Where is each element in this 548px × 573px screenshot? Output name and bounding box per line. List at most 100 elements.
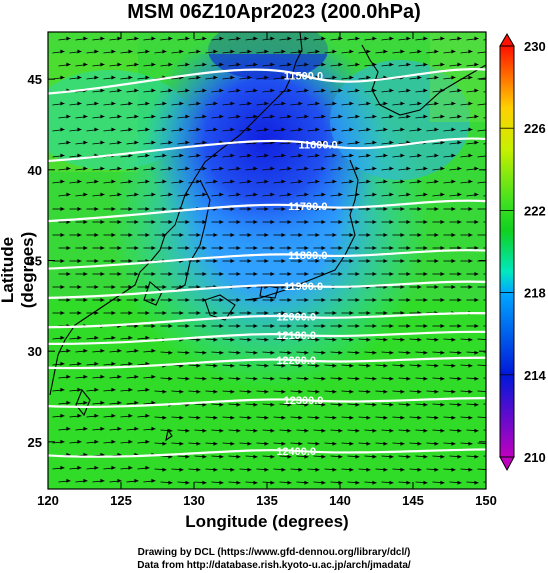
wind-arrow-head xyxy=(151,348,156,353)
wind-arrow-head xyxy=(213,101,218,106)
wind-arrow-head xyxy=(457,376,462,381)
wind-arrow-head xyxy=(383,207,388,211)
wind-arrow-head xyxy=(366,311,371,315)
wind-arrow-head xyxy=(117,426,122,431)
wind-arrow-head xyxy=(423,402,428,407)
wind-arrow-head xyxy=(77,127,82,132)
wind-arrow-head xyxy=(406,114,411,119)
wind-arrow-head xyxy=(168,36,173,41)
wind-arrow-head xyxy=(372,36,377,41)
wind-arrow-head xyxy=(100,298,105,302)
wind-arrow-head xyxy=(332,363,337,368)
wind-arrow-head xyxy=(117,192,122,197)
wind-arrow-head xyxy=(230,153,235,158)
wind-arrow-head xyxy=(94,285,99,289)
height-contours xyxy=(48,68,486,458)
wind-arrow-head xyxy=(111,127,116,132)
wind-arrow-head xyxy=(315,127,320,132)
wind-arrow-head xyxy=(304,220,309,224)
wind-arrow-head xyxy=(100,62,105,67)
wind-arrow-head xyxy=(179,415,184,420)
y-tick-label: 40 xyxy=(28,163,42,178)
wind-arrow-head xyxy=(230,127,235,132)
wind-arrow-head xyxy=(321,36,326,41)
wind-arrow-head xyxy=(287,350,292,355)
wind-arrow-head xyxy=(117,88,122,93)
wind-arrow-head xyxy=(111,233,116,237)
wind-arrow-head xyxy=(468,179,473,184)
wind-arrow-head xyxy=(128,311,133,315)
wind-arrow-head xyxy=(355,480,360,485)
wind-arrow-head xyxy=(451,415,456,420)
wind-arrow-head xyxy=(304,350,309,355)
wind-arrow-head xyxy=(281,127,286,132)
contour-label: 12300.0 xyxy=(284,395,324,407)
wind-arrow-head xyxy=(151,298,156,302)
wind-arrow-head xyxy=(287,376,292,381)
wind-arrow-head xyxy=(372,454,377,459)
wind-arrow-head xyxy=(355,36,360,41)
wind-arrow-head xyxy=(389,192,394,197)
wind-arrow-head xyxy=(434,363,439,368)
wind-arrow-head xyxy=(389,480,394,485)
wind-arrow-head xyxy=(355,114,360,119)
wind-arrow-head xyxy=(491,429,495,433)
wind-arrow-head xyxy=(270,350,275,355)
wind-arrow-head xyxy=(230,179,235,184)
wind-arrow-head xyxy=(270,166,275,171)
wind-arrow-head xyxy=(111,179,116,184)
wind-arrow-head xyxy=(247,127,252,132)
wind-arrow-head xyxy=(423,62,428,67)
wind-arrow xyxy=(477,364,486,366)
wind-arrow-head xyxy=(134,374,139,379)
wind-arrow-head xyxy=(236,88,241,93)
wind-arrow-head xyxy=(264,259,269,263)
wind-arrow-head xyxy=(338,62,343,67)
credit-data: Data from http://database.rish.kyoto-u.a… xyxy=(137,560,411,571)
wind-arrow-head xyxy=(168,272,173,276)
wind-arrow-head xyxy=(451,101,456,106)
wind-arrow-head xyxy=(264,49,269,54)
wind-arrow-head xyxy=(247,259,252,263)
wind-arrow-head xyxy=(111,207,116,211)
wind-arrow-head xyxy=(366,259,371,263)
wind-arrow-head xyxy=(474,36,479,41)
wind-arrow-head xyxy=(100,426,105,431)
wind-arrow-head xyxy=(400,233,405,237)
wind-arrow-head xyxy=(60,387,65,392)
wind-arrow-head xyxy=(417,127,422,132)
wind-arrow-head xyxy=(434,285,439,289)
x-tick-label: 135 xyxy=(256,493,278,508)
wind-arrow-head xyxy=(168,166,173,171)
wind-arrow-head xyxy=(457,298,462,302)
wind-arrow-head xyxy=(202,88,207,93)
colorbar: 210 214 218 222 226 230 xyxy=(499,33,546,472)
wind-arrow-head xyxy=(474,480,479,485)
wind-arrow-head xyxy=(94,311,99,315)
wind-arrow-head xyxy=(457,428,462,433)
wind-arrow-head xyxy=(128,361,133,366)
wind-arrow-head xyxy=(417,363,422,368)
wind-arrow-head xyxy=(185,88,190,93)
wind-arrow-head xyxy=(117,166,122,171)
wind-arrow-head xyxy=(440,220,445,224)
wind-arrow-head xyxy=(196,233,201,237)
wind-arrow-head xyxy=(332,49,337,54)
wind-arrow-head xyxy=(355,376,360,381)
wind-arrow-head xyxy=(202,192,207,197)
wind-arrow-head xyxy=(151,324,156,328)
wind-arrow-head xyxy=(281,179,286,184)
wind-arrow-head xyxy=(349,233,354,237)
wind-arrow-head xyxy=(423,192,428,197)
wind-arrow-head xyxy=(66,298,71,302)
wind-arrow-head xyxy=(83,478,88,483)
wind-arrow-head xyxy=(247,337,252,342)
wind-arrow-head xyxy=(196,311,201,315)
wind-arrow-head xyxy=(185,272,190,276)
wind-arrow-head xyxy=(281,337,286,342)
wind-arrow-head xyxy=(213,49,218,54)
wind-arrow-head xyxy=(491,455,495,459)
wind-arrow-head xyxy=(83,348,88,353)
wind-arrow-head xyxy=(315,467,320,472)
wind-arrow-head xyxy=(196,389,201,394)
